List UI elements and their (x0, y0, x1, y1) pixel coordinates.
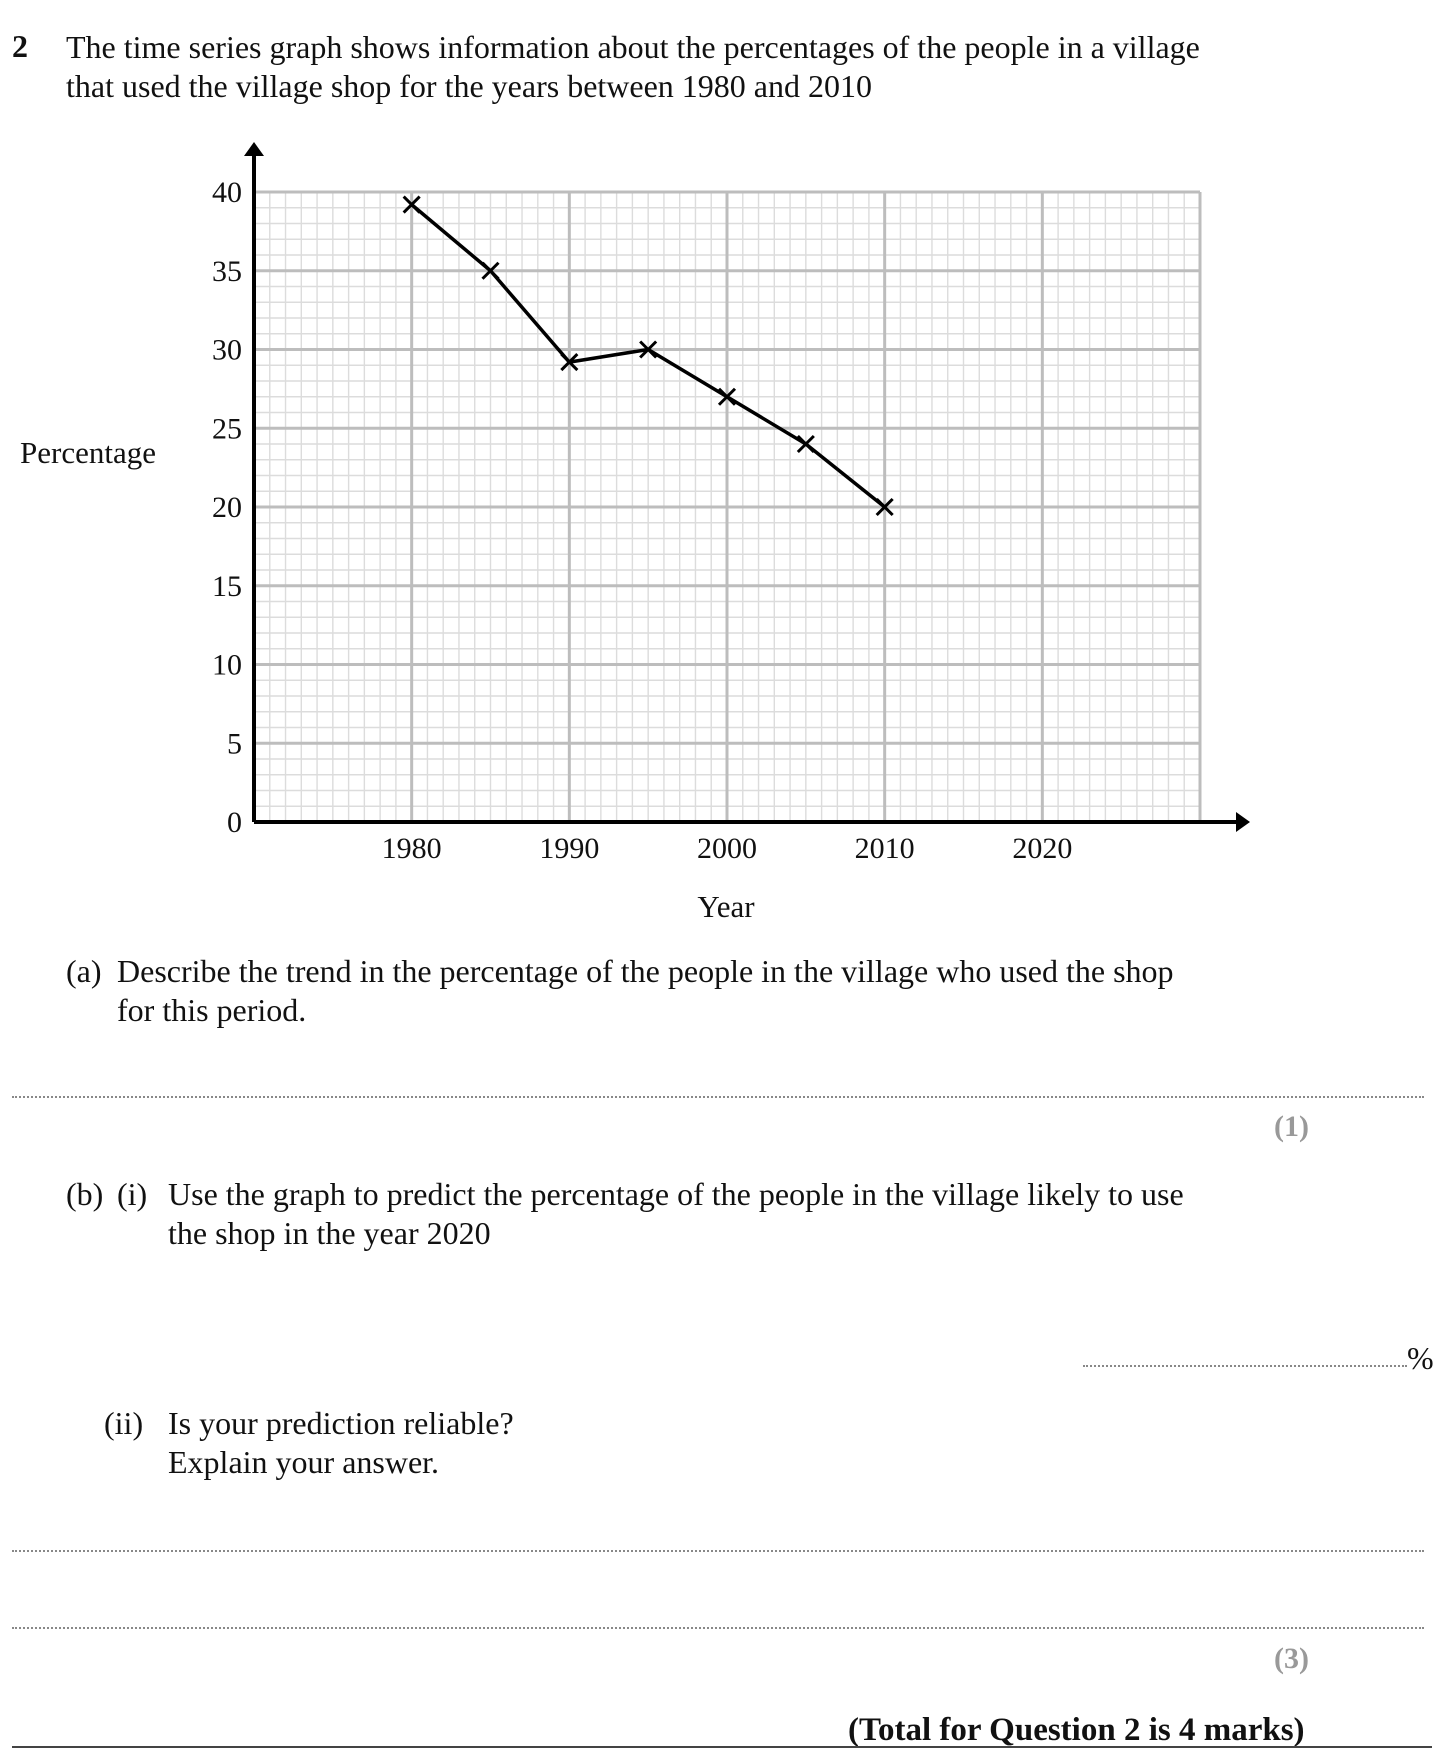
data-point-marker (875, 497, 894, 517)
part-a-text: Describe the trend in the percentage of … (117, 952, 1317, 1030)
part-b-marks: (3) (1274, 1642, 1309, 1675)
axes (244, 142, 1250, 832)
part-b-ii-line2: Explain your answer. (168, 1444, 440, 1480)
data-point-marker (796, 434, 815, 454)
part-b-i-text: Use the graph to predict the percentage … (168, 1175, 1368, 1253)
y-tick-label: 30 (212, 334, 242, 367)
answer-line-b-i[interactable] (1083, 1365, 1407, 1367)
percent-unit: % (1407, 1340, 1434, 1376)
y-tick-label: 25 (212, 412, 242, 445)
marker-stroke (717, 387, 737, 406)
part-b-ii-text: Is your prediction reliable? Explain you… (168, 1404, 1368, 1482)
part-b-ii-label: (ii) (104, 1405, 144, 1441)
x-axis-label: Year (697, 889, 755, 924)
x-tick-label: 1980 (382, 832, 442, 865)
question-number: 2 (12, 28, 28, 64)
marker-stroke (875, 497, 894, 517)
part-a-label: (a) (66, 953, 102, 989)
part-a-marks: (1) (1274, 1110, 1309, 1143)
marker-stroke (796, 434, 815, 454)
part-a-line1: Describe the trend in the percentage of … (117, 953, 1174, 989)
data-point-marker (402, 195, 421, 214)
part-b-i-line1: Use the graph to predict the percentage … (168, 1176, 1184, 1212)
bottom-rule (12, 1746, 1432, 1748)
y-tick-label: 10 (212, 649, 242, 682)
marker-stroke (639, 340, 658, 359)
question-intro-line2: that used the village shop for the years… (66, 68, 872, 104)
y-tick-label: 40 (212, 176, 242, 209)
data-point-marker (717, 387, 737, 406)
part-b-label: (b) (66, 1176, 104, 1212)
x-tick-label: 2000 (697, 832, 757, 865)
answer-line-b-ii-2[interactable] (12, 1627, 1424, 1629)
time-series-chart: 0 5 10 15 20 25 30 35 40 1980 1990 2000 2010 2020 Per… (20, 142, 1250, 924)
data-point-marker (560, 353, 579, 372)
data-series (402, 195, 894, 517)
x-tick-label: 2010 (855, 832, 915, 865)
answer-line-a[interactable] (12, 1096, 1424, 1098)
y-tick-label: 0 (227, 806, 242, 839)
tick-labels: 0 5 10 15 20 25 30 35 40 1980 1990 2000 2010 2020 (212, 176, 1072, 865)
part-b-ii-line1: Is your prediction reliable? (168, 1405, 514, 1441)
question-total: (Total for Question 2 is 4 marks) (848, 1712, 1305, 1748)
y-tick-label: 5 (227, 727, 242, 760)
part-a-line2: for this period. (117, 992, 307, 1028)
part-b-i-label: (i) (117, 1176, 148, 1212)
y-tick-label: 15 (212, 570, 242, 603)
marker-stroke (402, 195, 421, 214)
x-tick-label: 1990 (539, 832, 599, 865)
part-b-i-line2: the shop in the year 2020 (168, 1215, 491, 1251)
data-point-marker (639, 340, 658, 359)
y-tick-label: 35 (212, 255, 242, 288)
x-axis-arrow-icon (1236, 812, 1250, 832)
y-axis-arrow-icon (244, 142, 264, 156)
marker-stroke (481, 261, 500, 280)
data-point-marker (481, 261, 500, 280)
x-tick-label: 2020 (1012, 832, 1072, 865)
y-axis-label: Percentage (20, 435, 156, 470)
question-intro: The time series graph shows information … (66, 28, 1366, 106)
grid-major (254, 190, 1202, 822)
question-intro-line1: The time series graph shows information … (66, 29, 1200, 65)
marker-stroke (560, 353, 579, 372)
answer-line-b-ii-1[interactable] (12, 1550, 1424, 1552)
y-tick-label: 20 (212, 491, 242, 524)
